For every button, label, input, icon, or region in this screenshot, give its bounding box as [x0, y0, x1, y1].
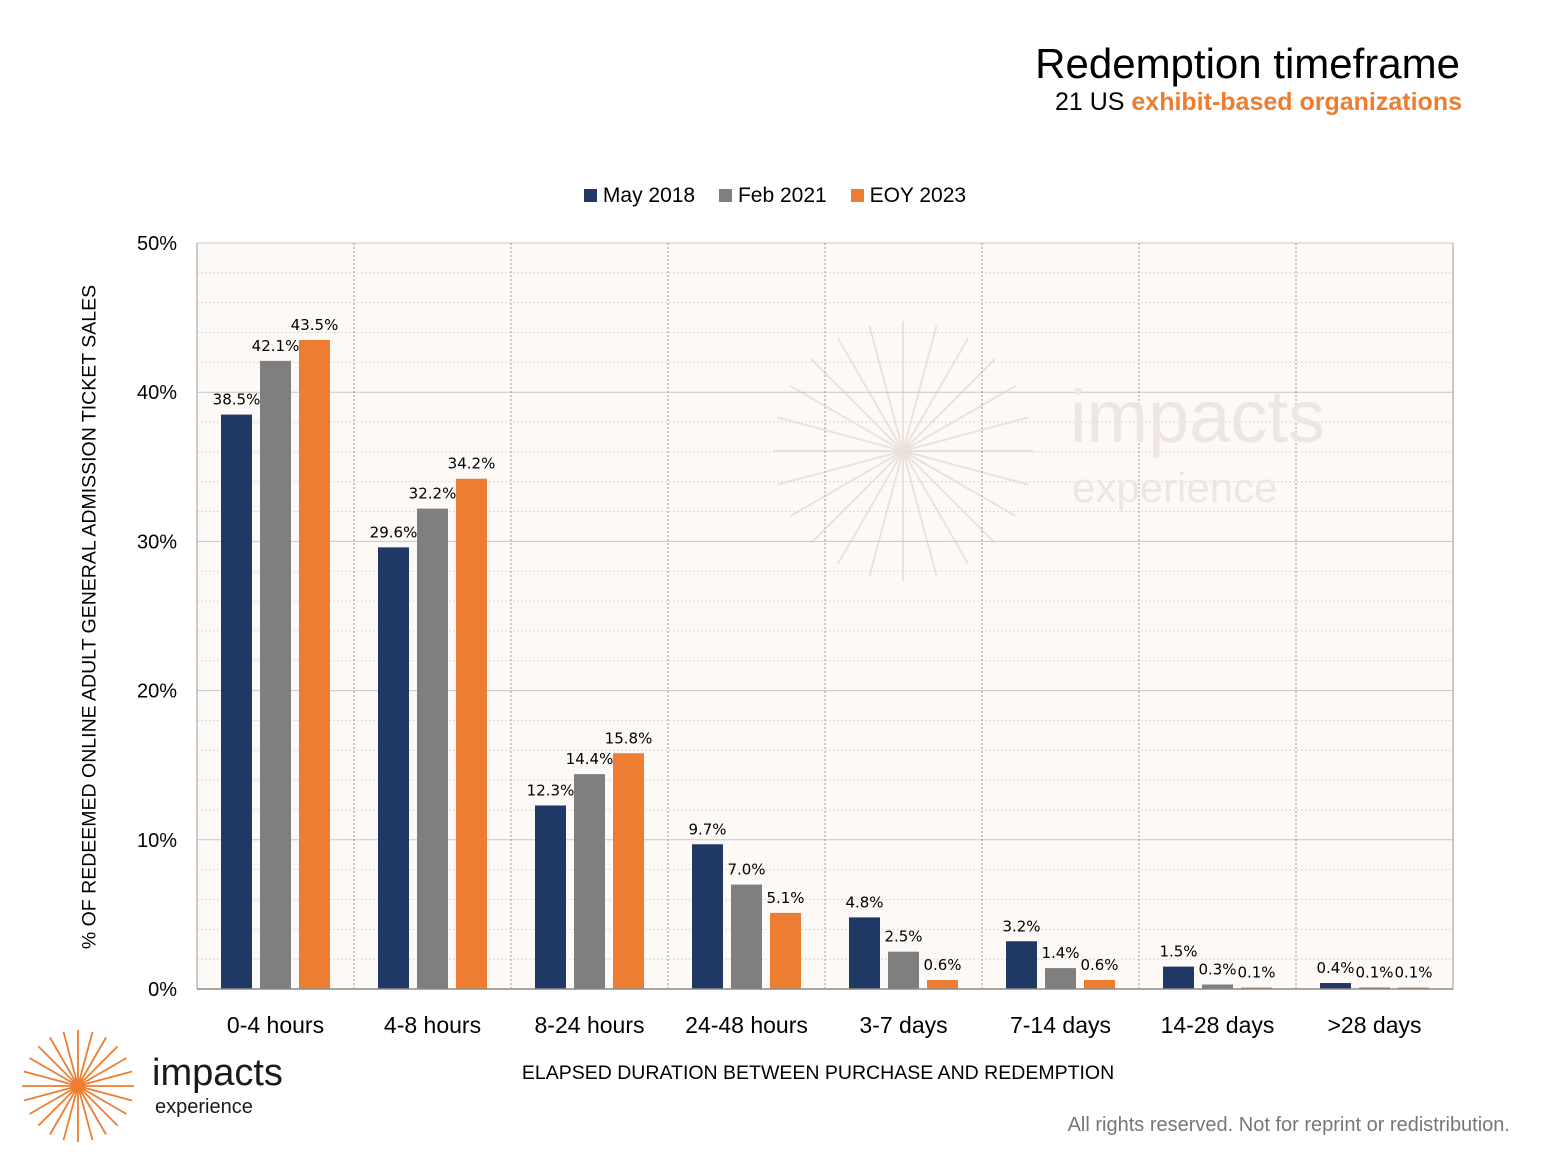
- bar: [1202, 984, 1233, 989]
- legend-label: EOY 2023: [869, 184, 967, 207]
- legend-item-feb-2021: Feb 2021: [718, 184, 827, 208]
- footer-copyright: All rights reserved. Not for reprint or …: [1067, 1114, 1510, 1136]
- data-label: 14.4%: [566, 750, 614, 768]
- bar: [1163, 966, 1194, 989]
- data-label: 0.3%: [1198, 961, 1236, 979]
- data-labels: 38.5% 29.6% 12.3% 9.7% 4.8% 3.2% 1.5% 0.4% 42.1%…: [213, 316, 1433, 982]
- legend-item-eoy-2023: EOY 2023: [850, 184, 967, 208]
- legend-label: May 2018: [602, 184, 696, 207]
- data-label: 7.0%: [727, 861, 765, 879]
- x-tick-label: 24-48 hours: [685, 1012, 808, 1038]
- bar: [1006, 941, 1037, 989]
- bar: [888, 951, 919, 989]
- y-tick-label: 10%: [137, 830, 177, 852]
- data-label: 0.6%: [1080, 956, 1118, 974]
- x-tick-label: >28 days: [1328, 1012, 1422, 1038]
- legend-swatch: [583, 189, 597, 202]
- impacts-logo-starburst-icon: [22, 1030, 134, 1142]
- axes: 0% 10% 20% 30% 40% 50% 0-4 hours 4-8 hours 8-24 …: [137, 233, 1453, 1038]
- bars: [221, 339, 1429, 990]
- subtitle-highlight: exhibit-based organizations: [1131, 88, 1462, 116]
- data-label: 0.4%: [1316, 959, 1354, 977]
- bar: [1320, 983, 1351, 989]
- subtitle-prefix: 21 US: [1054, 88, 1125, 116]
- chart-subtitle: 21 US exhibit-based organizations: [1055, 88, 1462, 117]
- x-tick-label: 14-28 days: [1161, 1012, 1275, 1038]
- y-tick-label: 40%: [137, 382, 177, 404]
- data-label: 12.3%: [527, 781, 575, 799]
- bar: [692, 844, 723, 989]
- data-label: 5.1%: [766, 889, 804, 907]
- data-label: 15.8%: [605, 729, 653, 747]
- data-label: 0.6%: [923, 956, 961, 974]
- watermark-subtext: experience: [1072, 464, 1278, 511]
- data-label: 0.1%: [1237, 964, 1275, 982]
- legend: May 2018 Feb 2021 EOY 2023: [0, 184, 1550, 208]
- x-tick-label: 7-14 days: [1010, 1012, 1111, 1038]
- logo-text: impacts: [152, 1052, 283, 1094]
- watermark-ray: [777, 416, 1029, 486]
- bar: [1045, 968, 1076, 989]
- y-tick-label: 20%: [137, 681, 177, 703]
- y-axis-label: % OF REDEEMED ONLINE ADULT GENERAL ADMIS…: [78, 284, 101, 950]
- legend-swatch: [850, 189, 864, 202]
- logo-subtext: experience: [155, 1096, 253, 1118]
- logo-ray: [23, 1070, 133, 1102]
- bar: [849, 917, 880, 989]
- x-tick-label: 8-24 hours: [535, 1012, 645, 1038]
- watermark-starburst-icon: [773, 321, 1033, 581]
- bar: [417, 508, 448, 989]
- data-label: 1.4%: [1041, 944, 1079, 962]
- bar: [535, 805, 566, 989]
- x-tick-label: 4-8 hours: [384, 1012, 481, 1038]
- data-label: 1.5%: [1159, 943, 1197, 961]
- legend-label: Feb 2021: [737, 184, 827, 207]
- x-axis-label: ELAPSED DURATION BETWEEN PURCHASE AND RE…: [521, 1062, 1115, 1084]
- data-label: 29.6%: [370, 523, 418, 541]
- chart-title: Redemption timeframe: [1035, 40, 1460, 87]
- bar: [221, 414, 252, 990]
- data-label: 42.1%: [252, 337, 300, 355]
- data-label: 0.1%: [1394, 964, 1432, 982]
- data-label: 0.1%: [1355, 964, 1393, 982]
- bar: [613, 753, 644, 989]
- bar: [378, 547, 409, 989]
- legend-swatch: [718, 189, 732, 202]
- x-tick-label: 3-7 days: [859, 1012, 947, 1038]
- watermark-text: impacts: [1070, 375, 1325, 458]
- data-label: 3.2%: [1002, 917, 1040, 935]
- bar: [574, 774, 605, 989]
- y-tick-label: 30%: [137, 531, 177, 553]
- data-label: 43.5%: [291, 316, 339, 334]
- y-tick-label: 50%: [137, 233, 177, 255]
- bar: [299, 339, 330, 990]
- data-label: 9.7%: [688, 820, 726, 838]
- bar: [1084, 980, 1115, 989]
- data-label: 2.5%: [884, 928, 922, 946]
- bar: [731, 884, 762, 989]
- data-label: 34.2%: [448, 455, 496, 473]
- bar: [770, 912, 801, 989]
- data-label: 4.8%: [845, 893, 883, 911]
- bar: [456, 478, 487, 989]
- data-label: 38.5%: [213, 391, 261, 409]
- data-label: 32.2%: [409, 485, 457, 503]
- bar: [927, 980, 958, 989]
- bar: [260, 360, 291, 989]
- legend-item-may-2018: May 2018: [583, 184, 696, 208]
- y-tick-label: 0%: [148, 979, 177, 1001]
- x-tick-label: 0-4 hours: [227, 1012, 324, 1038]
